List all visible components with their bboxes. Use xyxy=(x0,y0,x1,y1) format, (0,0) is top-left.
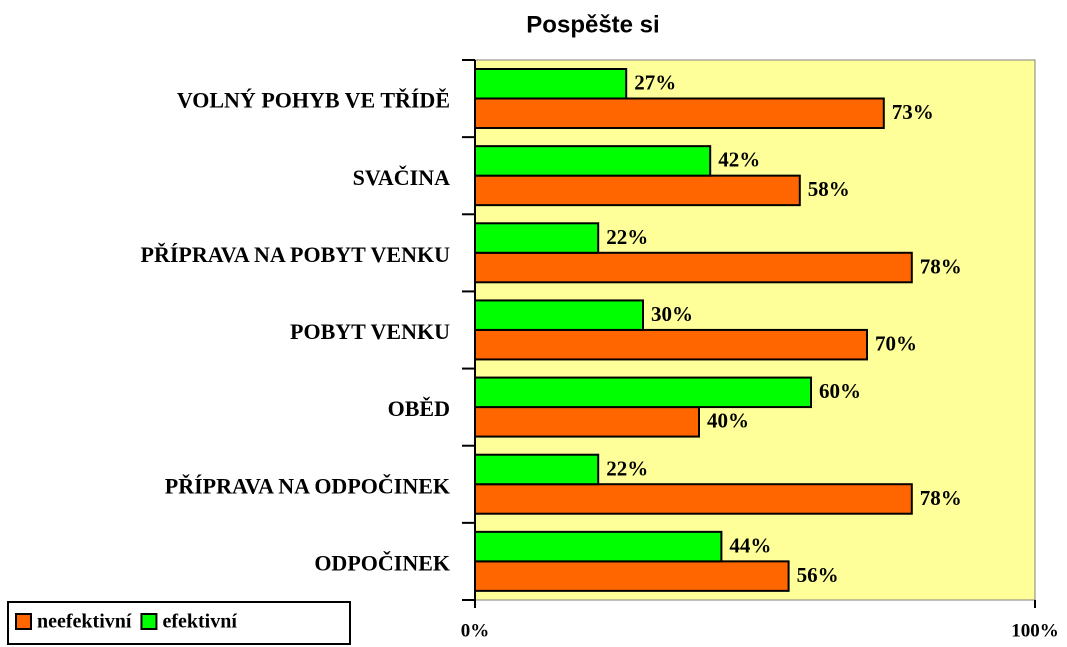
y-tick-label: ODPOČINEK xyxy=(314,550,450,575)
bar xyxy=(474,376,812,409)
bar xyxy=(474,174,801,207)
legend-swatch xyxy=(15,613,32,630)
bar xyxy=(474,299,644,331)
x-tick-label: 0% xyxy=(461,620,490,641)
data-label: 78% xyxy=(920,254,962,278)
legend-label: neefektivní xyxy=(37,611,132,633)
bar xyxy=(474,406,700,438)
bar xyxy=(474,145,712,177)
bar xyxy=(474,222,600,254)
legend-swatch xyxy=(140,613,158,630)
bar xyxy=(474,97,885,129)
data-label: 44% xyxy=(729,533,771,557)
data-label: 27% xyxy=(634,71,676,95)
bar xyxy=(474,68,628,100)
data-label: 73% xyxy=(892,100,934,124)
y-tick-label: PŘÍPRAVA NA ODPOČINEK xyxy=(165,473,450,498)
data-label: 22% xyxy=(606,225,648,249)
y-tick-label: POBYT VENKU xyxy=(290,319,450,344)
bar xyxy=(474,530,723,563)
bar xyxy=(474,560,790,592)
y-tick-label: OBĚD xyxy=(388,396,450,421)
data-label: 60% xyxy=(819,379,861,403)
data-label: 42% xyxy=(718,148,760,172)
chart-title: Pospěšte si xyxy=(526,11,659,38)
data-label: 30% xyxy=(651,302,693,326)
bar xyxy=(474,453,600,486)
data-label: 40% xyxy=(707,409,749,433)
data-label: 22% xyxy=(606,456,648,480)
legend-label: efektivní xyxy=(162,611,237,633)
legend-box xyxy=(7,601,351,645)
y-tick-label: SVAČINA xyxy=(353,165,451,190)
bar xyxy=(474,483,913,515)
x-tick-label: 100% xyxy=(1011,620,1059,641)
data-label: 70% xyxy=(875,331,917,355)
bar xyxy=(474,251,913,284)
y-tick-label: VOLNÝ POHYB VE TŘÍDĚ xyxy=(177,88,450,113)
data-label: 56% xyxy=(797,563,839,587)
data-label: 58% xyxy=(808,177,850,201)
y-tick-label: PŘÍPRAVA NA POBYT VENKU xyxy=(141,242,451,267)
bar xyxy=(474,328,868,361)
data-label: 78% xyxy=(920,486,962,510)
